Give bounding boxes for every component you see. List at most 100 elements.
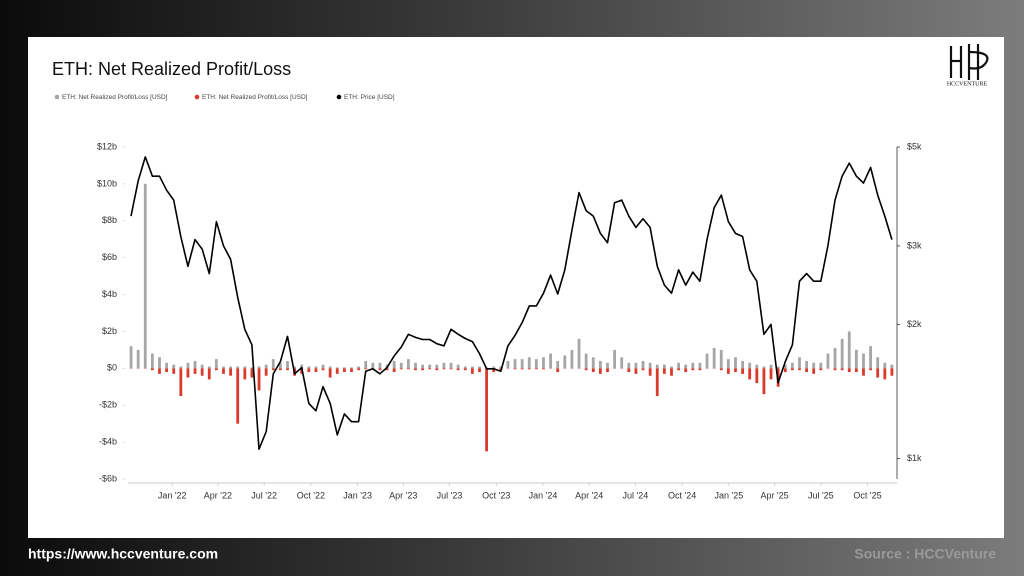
bar xyxy=(712,348,716,369)
bar xyxy=(236,368,240,424)
y2-tick-label: $1k xyxy=(907,453,922,463)
bar xyxy=(470,368,474,374)
y-tick-label: -$6b xyxy=(99,473,117,483)
logo xyxy=(949,44,989,80)
bar xyxy=(243,368,247,380)
bar xyxy=(350,367,353,369)
bar xyxy=(143,183,147,369)
bar xyxy=(307,366,311,369)
bar xyxy=(862,353,865,369)
bar xyxy=(854,349,858,369)
bar xyxy=(513,359,517,369)
legend-marker xyxy=(336,94,342,100)
bar xyxy=(364,368,368,370)
bar xyxy=(250,367,254,369)
bar xyxy=(243,366,247,369)
bar xyxy=(456,368,460,371)
bar xyxy=(741,368,744,374)
legend-label: ETH: Net Realized Profit/Loss [USD] xyxy=(202,94,308,101)
bar xyxy=(890,364,894,369)
bar xyxy=(470,366,474,369)
bar xyxy=(634,368,638,374)
bar xyxy=(136,349,140,369)
x-tick-label: Jan '22 xyxy=(158,490,187,500)
bar xyxy=(406,359,410,369)
bar xyxy=(478,368,481,373)
bar xyxy=(385,368,389,371)
bar xyxy=(734,357,737,369)
bar xyxy=(193,368,197,374)
bar xyxy=(691,362,695,369)
bar xyxy=(193,360,197,369)
bar xyxy=(854,368,858,373)
bar xyxy=(271,359,275,369)
bar xyxy=(172,364,176,369)
bar xyxy=(833,348,837,369)
bar xyxy=(691,368,695,371)
bar xyxy=(613,349,616,369)
bar xyxy=(449,368,453,370)
bar xyxy=(620,357,624,369)
bar xyxy=(862,368,865,376)
bar xyxy=(158,368,161,374)
bar xyxy=(186,362,190,369)
bar xyxy=(165,362,169,369)
bar xyxy=(705,353,709,369)
bar xyxy=(414,368,417,371)
bar xyxy=(357,366,360,369)
bar xyxy=(399,368,403,370)
bar xyxy=(421,364,424,369)
bar xyxy=(584,368,588,371)
bar xyxy=(520,359,524,369)
bar xyxy=(655,364,659,369)
bar xyxy=(186,368,190,378)
bar xyxy=(805,368,808,373)
bar xyxy=(648,362,652,369)
bar xyxy=(798,368,801,371)
bar xyxy=(200,364,204,369)
bar xyxy=(833,368,837,371)
bar xyxy=(129,346,133,369)
bar xyxy=(421,368,424,371)
bar xyxy=(542,368,545,370)
bar xyxy=(250,368,254,378)
bar xyxy=(513,368,517,370)
bar xyxy=(371,362,375,369)
bar xyxy=(819,368,823,371)
bar xyxy=(478,366,481,369)
bar xyxy=(222,368,225,374)
bar xyxy=(869,368,872,371)
bar xyxy=(264,364,268,369)
bar xyxy=(790,368,794,371)
bar xyxy=(719,349,723,369)
bar xyxy=(485,368,488,452)
y-tick-label: $10b xyxy=(97,178,117,188)
bar xyxy=(641,368,645,371)
bar xyxy=(698,362,702,369)
bar xyxy=(357,368,360,371)
bar xyxy=(300,364,304,369)
x-tick-label: Oct '23 xyxy=(482,490,510,500)
y-tick-label: $2b xyxy=(102,326,117,336)
bar xyxy=(392,360,396,369)
bar xyxy=(847,331,851,369)
bar xyxy=(570,349,574,369)
y2-tick-label: $3k xyxy=(907,240,922,250)
bar xyxy=(229,366,233,369)
bar xyxy=(236,366,240,369)
bar xyxy=(229,368,233,376)
bar xyxy=(406,368,410,370)
bar xyxy=(342,367,346,369)
y-tick-label: $4b xyxy=(102,289,117,299)
y-tick-label: $0 xyxy=(107,363,117,373)
bar xyxy=(399,362,403,369)
bar xyxy=(783,364,787,369)
x-tick-label: Oct '24 xyxy=(668,490,696,500)
bar xyxy=(726,368,730,374)
bar xyxy=(222,366,225,369)
bar xyxy=(463,366,467,369)
bar xyxy=(207,368,211,380)
bar xyxy=(677,368,680,371)
bar xyxy=(598,360,602,369)
bar xyxy=(591,368,595,373)
